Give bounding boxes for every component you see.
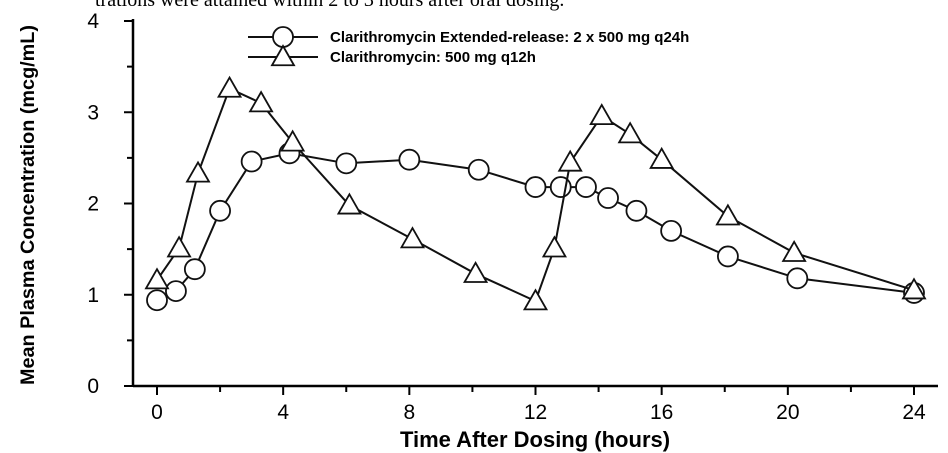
top-caption-text: trations were attained within 2 to 3 hou… <box>95 0 564 11</box>
triangle-data-point <box>144 267 170 290</box>
y-tick-label: 3 <box>87 101 99 124</box>
circle-data-point <box>146 289 168 312</box>
circle-data-point <box>786 267 809 290</box>
triangle-data-point <box>166 235 192 258</box>
y-tick-label: 2 <box>87 193 99 216</box>
triangle-data-point <box>216 75 243 98</box>
triangle-data-point <box>781 239 807 262</box>
circle-data-point <box>660 219 683 242</box>
circle-data-point <box>165 280 187 303</box>
circle-data-point <box>625 199 648 222</box>
triangle-data-point <box>248 90 274 113</box>
x-tick-label: 20 <box>776 401 799 424</box>
series-2-line <box>156 87 915 303</box>
x-tick-label: 12 <box>524 401 547 424</box>
circle-data-point <box>398 148 421 171</box>
x-tick-label: 24 <box>902 401 926 424</box>
x-axis-title: Time After Dosing (hours) <box>400 427 670 452</box>
legend-label: Clarithromycin: 500 mg q12h <box>330 49 536 66</box>
triangle-data-point <box>589 103 615 126</box>
circle-data-point <box>524 176 547 198</box>
triangle-data-point <box>185 160 211 183</box>
triangle-data-point <box>557 149 583 172</box>
y-tick-label: 1 <box>87 284 99 307</box>
triangle-data-point <box>541 235 567 258</box>
circle-data-point <box>597 187 619 209</box>
circle-data-point <box>183 258 206 281</box>
x-tick-label: 8 <box>403 401 415 424</box>
triangle-data-point <box>522 288 549 311</box>
triangle-data-point <box>336 192 362 215</box>
y-axis-title: Mean Plasma Concentration (mcg/mL) <box>18 25 39 385</box>
series-2 <box>144 75 927 311</box>
x-tick-label: 16 <box>650 401 673 424</box>
triangle-data-point <box>463 260 489 283</box>
circle-data-point <box>240 150 263 173</box>
circle-data-point <box>467 158 490 181</box>
triangle-data-point <box>399 226 426 249</box>
circle-data-point <box>335 152 358 175</box>
y-tick-label: 4 <box>87 10 99 33</box>
x-tick-label: 0 <box>151 401 163 424</box>
triangle-data-point <box>649 146 675 169</box>
legend-circle-symbol <box>272 26 294 48</box>
series-1 <box>146 142 925 312</box>
circle-data-point <box>717 245 739 268</box>
legend-triangle-symbol <box>270 44 296 67</box>
circle-data-point <box>575 176 597 198</box>
legend: Clarithromycin Extended-release: 2 x 500… <box>248 26 689 67</box>
legend-label: Clarithromycin Extended-release: 2 x 500… <box>330 29 689 46</box>
triangle-data-point <box>617 121 643 144</box>
circle-data-point <box>209 199 231 222</box>
y-tick-label: 0 <box>87 375 99 398</box>
triangle-data-point <box>901 277 927 300</box>
x-tick-label: 4 <box>277 401 289 424</box>
triangle-data-point <box>715 203 741 226</box>
triangle-data-point <box>280 129 306 152</box>
